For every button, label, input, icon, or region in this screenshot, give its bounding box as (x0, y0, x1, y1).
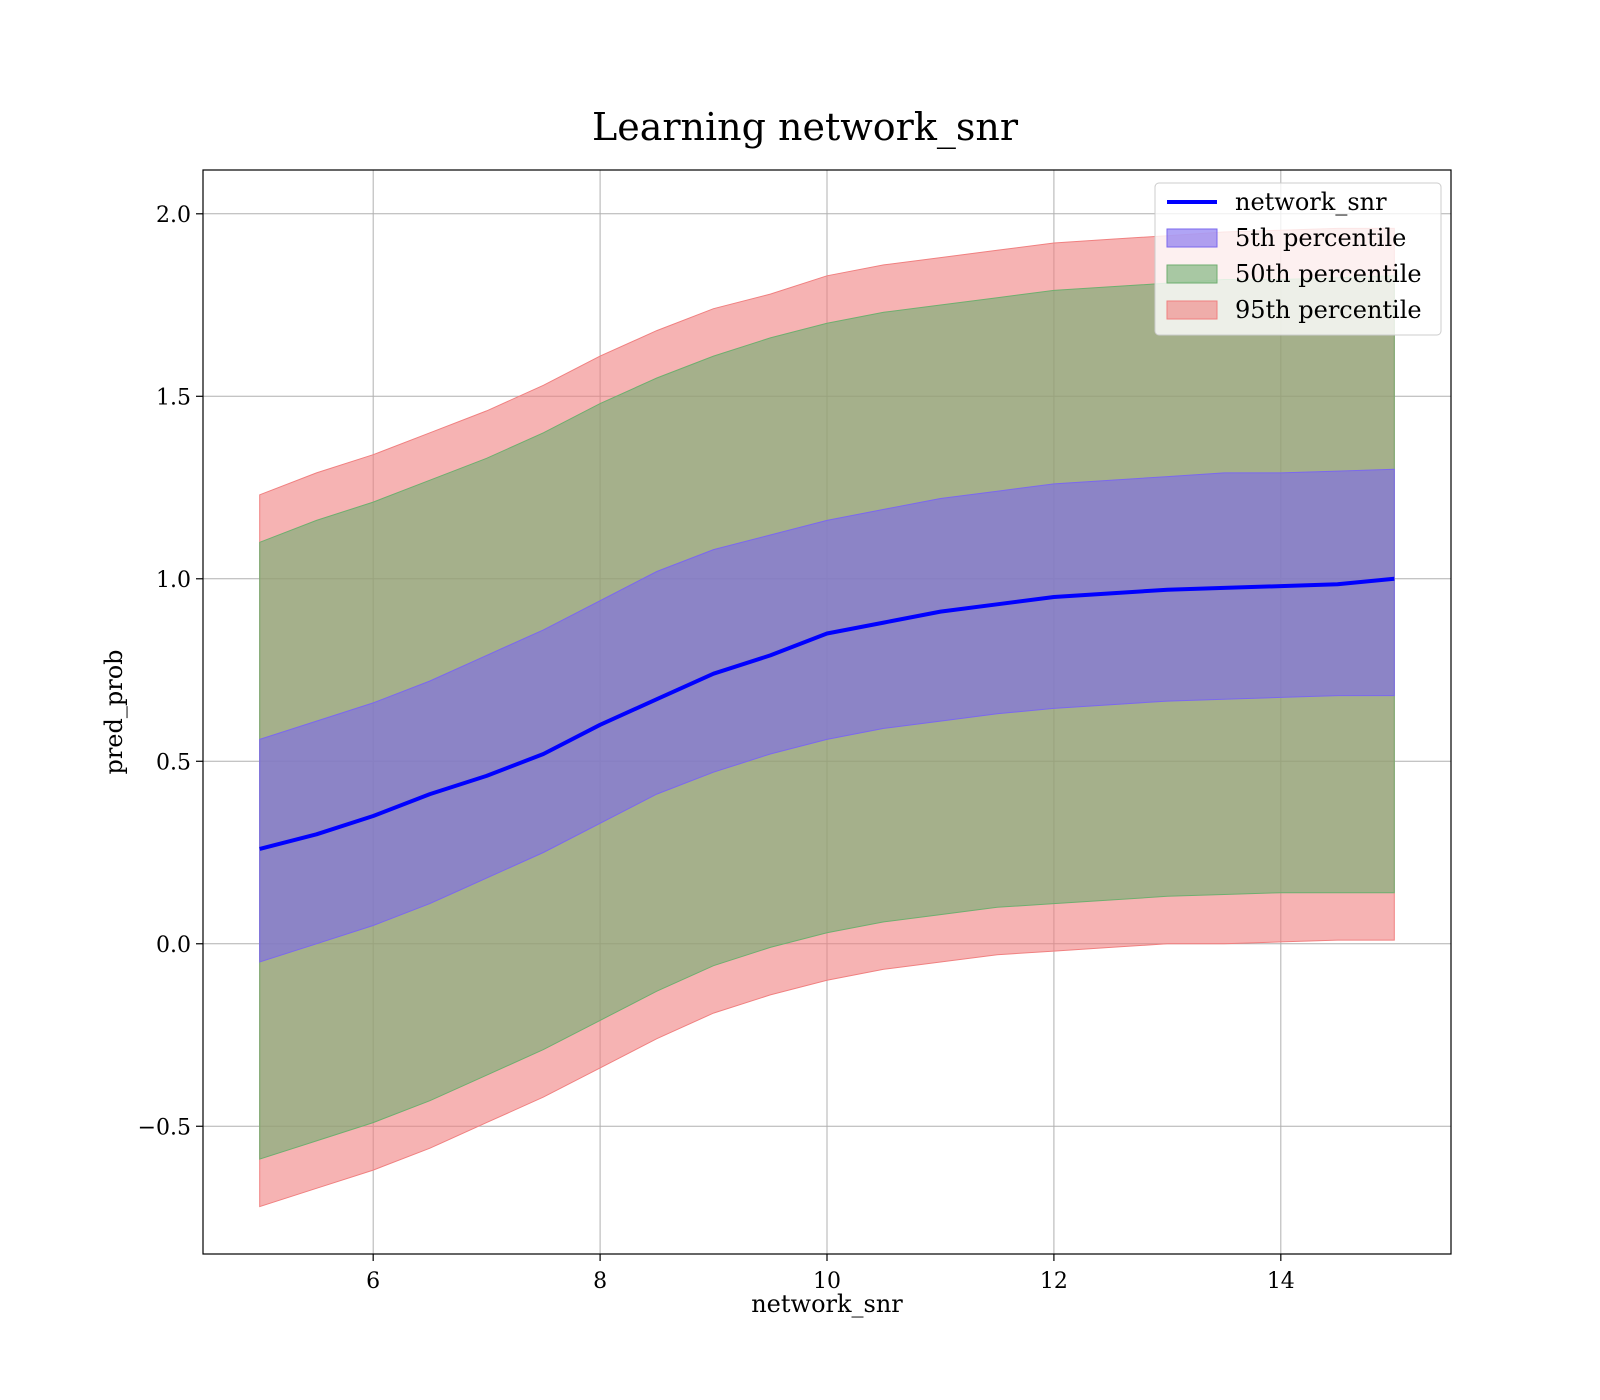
legend-patch-swatch (1166, 228, 1218, 248)
legend-box (1154, 182, 1442, 336)
percentile-bands (259, 227, 1395, 1208)
y-axis-label: pred_prob (100, 649, 128, 774)
line-series (259, 576, 1395, 851)
legend-label: 95th percentile (1235, 296, 1422, 324)
x-tick-label: 12 (1040, 1269, 1068, 1294)
y-tick-label: 1.0 (156, 568, 191, 593)
legend-patch-swatch (1166, 300, 1218, 320)
axis-ticks: 6 8 10 12 14 −0.5 0.0 0.5 1.0 1.5 2.0 (138, 203, 1295, 1294)
y-tick-label: 0.0 (156, 933, 191, 958)
x-tick-label: 10 (813, 1269, 841, 1294)
legend: network_snr 5th percentile 50th percentile… (1154, 182, 1442, 336)
legend-label: 50th percentile (1235, 260, 1422, 288)
legend-label: network_snr (1235, 188, 1387, 216)
y-tick-label: 2.0 (156, 203, 191, 228)
x-tick-label: 8 (593, 1269, 607, 1294)
y-tick-label: 0.5 (156, 750, 191, 775)
x-tick-label: 6 (366, 1269, 380, 1294)
legend-patch-swatch (1166, 264, 1218, 284)
y-tick-label: −0.5 (138, 1115, 191, 1140)
x-axis-label: network_snr (751, 1290, 903, 1318)
series-line (259, 576, 1395, 851)
legend-label: 5th percentile (1235, 224, 1406, 252)
chart-title: Learning network_snr (592, 105, 1019, 150)
x-tick-label: 14 (1267, 1269, 1295, 1294)
y-tick-label: 1.5 (156, 385, 191, 410)
